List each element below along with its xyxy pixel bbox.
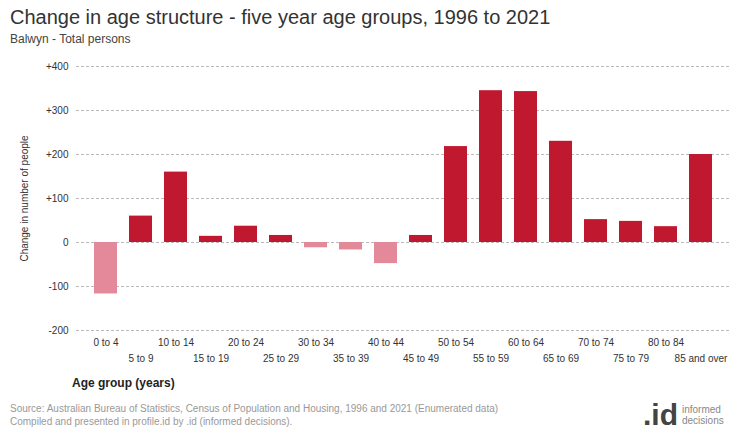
svg-text:-100: -100: [48, 281, 68, 292]
svg-text:80 to 84: 80 to 84: [648, 337, 685, 348]
svg-text:+300: +300: [46, 105, 69, 116]
html-text:Age group (years): Age group (years): [72, 376, 175, 390]
svg-text:5 to 9: 5 to 9: [128, 353, 153, 364]
svg-text:75 to 79: 75 to 79: [613, 353, 650, 364]
svg-text:40 to 44: 40 to 44: [368, 337, 405, 348]
svg-text:+400: +400: [46, 61, 69, 72]
html-text:.id: .id: [643, 398, 678, 431]
svg-text:10 to 14: 10 to 14: [158, 337, 195, 348]
svg-text:70 to 74: 70 to 74: [578, 337, 615, 348]
svg-text:15 to 19: 15 to 19: [193, 353, 230, 364]
svg-text:-200: -200: [48, 325, 68, 336]
svg-text:25 to 29: 25 to 29: [263, 353, 300, 364]
svg-text:Change in number of people: Change in number of people: [19, 135, 30, 262]
svg-text:0 to 4: 0 to 4: [93, 337, 118, 348]
svg-text:85 and over: 85 and over: [675, 353, 728, 364]
html-text:Source: Australian Bureau of S: Source: Australian Bureau of Statistics,…: [10, 403, 499, 414]
svg-text:55 to 59: 55 to 59: [473, 353, 510, 364]
svg-text:+100: +100: [46, 193, 69, 204]
svg-text:+200: +200: [46, 149, 69, 160]
svg-text:30 to 34: 30 to 34: [298, 337, 335, 348]
svg-text:35 to 39: 35 to 39: [333, 353, 370, 364]
svg-text:60 to 64: 60 to 64: [508, 337, 545, 348]
html-text:Compiled and presented in prof: Compiled and presented in profile.id by …: [10, 416, 293, 427]
svg-text:50 to 54: 50 to 54: [438, 337, 475, 348]
html-text:Change in age structure - five: Change in age structure - five year age …: [10, 6, 551, 28]
svg-text:0: 0: [63, 237, 69, 248]
svg-text:45 to 49: 45 to 49: [403, 353, 440, 364]
svg-text:65 to 69: 65 to 69: [543, 353, 580, 364]
svg-text:20 to 24: 20 to 24: [228, 337, 265, 348]
html-text:informed decisions: informed decisions: [682, 404, 724, 426]
html-text:Balwyn - Total persons: Balwyn - Total persons: [10, 32, 131, 46]
